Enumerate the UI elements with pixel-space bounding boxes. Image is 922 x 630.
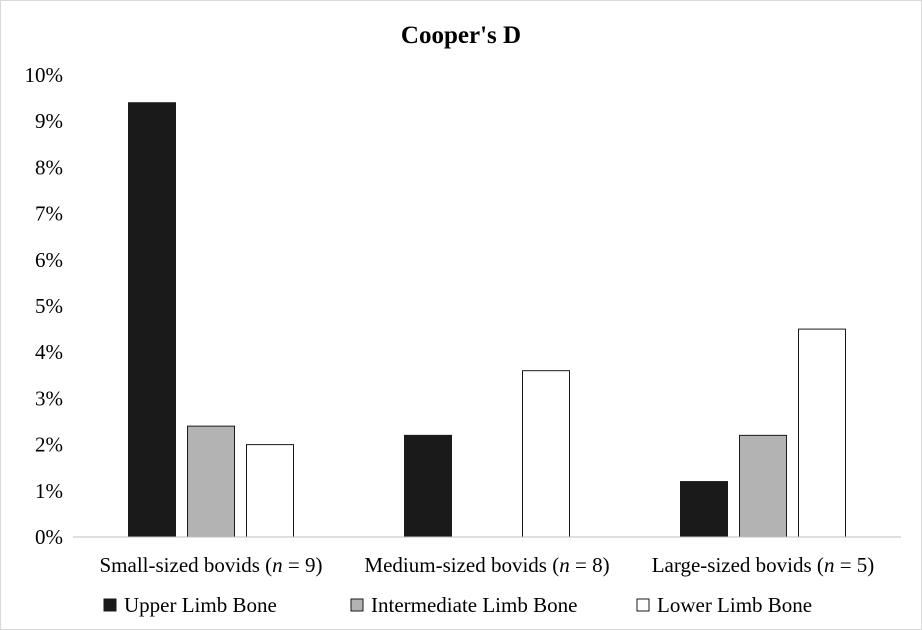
chart-title: Cooper's D (401, 22, 521, 49)
x-tick-label: Large-sized bovids (n = 5) (652, 553, 875, 577)
x-tick-label: Small-sized bovids (n = 9) (100, 553, 323, 577)
y-tick-label: 2% (35, 433, 63, 457)
bar (739, 434, 787, 538)
y-tick-label: 0% (35, 525, 63, 549)
bars (128, 102, 846, 538)
legend: Upper Limb Bone Intermediate Limb Bone Low… (103, 593, 812, 617)
bar (128, 102, 176, 538)
bar (246, 444, 294, 538)
bar (187, 425, 235, 538)
y-tick-label: 7% (35, 202, 63, 226)
y-tick-label: 1% (35, 479, 63, 503)
y-tick-label: 9% (35, 109, 63, 133)
legend-label: Upper Limb Bone (124, 593, 277, 617)
legend-label: Lower Limb Bone (657, 593, 812, 617)
legend-swatch (350, 598, 364, 612)
y-tick-label: 5% (35, 294, 63, 318)
y-tick-label: 10% (25, 63, 64, 87)
bar (522, 370, 570, 538)
bar (680, 481, 728, 538)
legend-swatch (103, 598, 117, 612)
y-tick-label: 8% (35, 155, 63, 179)
y-axis: 0% 1% 2% 3% 4% 5% 6% 7% 8% 9% 10% (25, 63, 64, 549)
x-axis-labels: Small-sized bovids (n = 9) Medium-sized b… (100, 553, 875, 577)
y-tick-label: 3% (35, 386, 63, 410)
legend-label: Intermediate Limb Bone (371, 593, 577, 617)
bar (798, 328, 846, 538)
y-tick-label: 6% (35, 248, 63, 272)
legend-swatch (636, 598, 650, 612)
bar (404, 434, 452, 538)
x-tick-label: Medium-sized bovids (n = 8) (364, 553, 609, 577)
y-tick-label: 4% (35, 340, 63, 364)
